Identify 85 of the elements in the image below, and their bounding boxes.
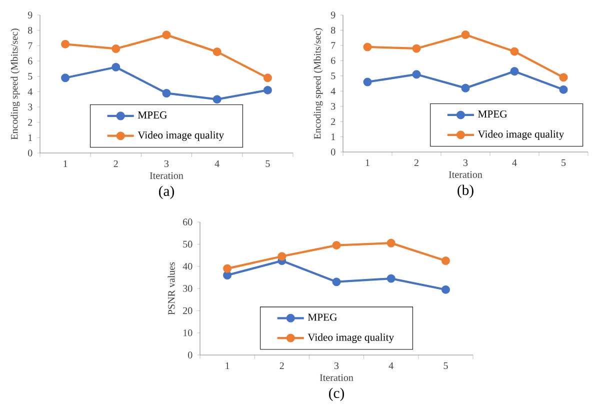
text: (c)	[329, 388, 344, 402]
point	[223, 270, 232, 280]
y-tick-label: 7	[331, 42, 336, 49]
y-tick-label: 3	[331, 102, 336, 110]
text: (b)	[458, 184, 474, 198]
y-tick-label: 10	[184, 329, 192, 336]
y-tick-label: 6	[331, 57, 336, 64]
point	[461, 84, 470, 92]
legend-label: Video image quality	[478, 130, 564, 140]
point	[263, 86, 272, 94]
y-tick-label: 9	[28, 12, 32, 18]
text: (a)	[159, 186, 174, 199]
y-tick-label: 0	[28, 150, 32, 156]
point	[263, 74, 272, 82]
x-tick-label: 3	[164, 160, 169, 168]
point	[559, 85, 568, 94]
point	[112, 62, 120, 72]
point	[441, 285, 450, 294]
x-axis-title: Iteration	[150, 172, 184, 179]
point	[162, 30, 171, 40]
y-tick-label: 7	[28, 42, 32, 49]
x-tick-label: 5	[562, 159, 566, 166]
y-tick-label: 3	[28, 104, 32, 110]
point	[510, 47, 519, 56]
y-tick-label: 50	[183, 240, 192, 248]
point	[61, 74, 70, 82]
point	[332, 241, 341, 250]
x-tick-label: 1	[226, 362, 230, 369]
x-axis-title: Iteration	[320, 374, 354, 381]
x-tick-label: 2	[280, 362, 284, 369]
point	[461, 30, 470, 40]
y-tick-label: 9	[330, 12, 336, 18]
y-tick-label: 4	[330, 88, 336, 94]
y-tick-label: 2	[331, 118, 336, 125]
point	[223, 264, 232, 273]
x-tick-label: 2	[414, 159, 418, 166]
point	[386, 274, 396, 283]
point	[112, 44, 120, 54]
y-axis-title: PSNR values	[168, 262, 175, 315]
y-tick-label: 8	[28, 26, 32, 34]
point	[212, 95, 222, 104]
point	[332, 278, 341, 286]
point	[386, 238, 396, 248]
x-tick-label: 4	[512, 159, 517, 166]
y-tick-label: 2	[28, 119, 32, 126]
y-tick-label: 0	[188, 352, 192, 358]
y-tick-label: 4	[28, 88, 32, 95]
legend-label: MPEG	[308, 314, 337, 321]
point	[412, 44, 421, 53]
y-tick-label: 1	[332, 133, 336, 140]
point	[559, 73, 568, 82]
x-axis-title: Iteration	[448, 171, 482, 178]
y-tick-label: 1	[28, 134, 32, 141]
y-axis-title: Encoding speed (Mbits/sec)	[10, 28, 20, 140]
x-tick-label: 1	[64, 160, 68, 167]
x-tick-label: 4	[388, 362, 394, 369]
y-tick-label: 0	[331, 148, 336, 156]
x-tick-label: 1	[366, 159, 370, 166]
point	[278, 252, 286, 261]
x-tick-label: 5	[266, 160, 270, 168]
legend-label: Video image quality	[308, 333, 394, 344]
y-tick-label: 5	[331, 72, 336, 80]
point	[61, 40, 70, 48]
point	[510, 67, 519, 76]
y-tick-label: 20	[183, 307, 192, 314]
y-axis-title: Encoding speed (Mbits/sec)	[314, 28, 323, 140]
x-tick-label: 2	[114, 160, 118, 167]
point	[212, 48, 222, 56]
y-tick-label: 40	[182, 262, 192, 270]
x-tick-label: 5	[444, 362, 448, 370]
point	[162, 88, 171, 98]
legend-label: MPEG	[478, 110, 508, 118]
y-tick-label: 8	[331, 26, 336, 34]
point	[441, 256, 450, 266]
point	[363, 42, 372, 52]
x-tick-label: 3	[463, 159, 468, 166]
y-tick-label: 6	[28, 58, 32, 64]
point	[412, 70, 421, 79]
y-tick-label: 5	[28, 73, 32, 80]
legend-label: MPEG	[138, 111, 167, 119]
x-tick-label: 4	[214, 160, 220, 167]
y-tick-label: 30	[183, 285, 192, 292]
point	[363, 78, 372, 86]
y-tick-label: 60	[183, 218, 192, 226]
legend-label: Video image quality	[138, 131, 224, 141]
